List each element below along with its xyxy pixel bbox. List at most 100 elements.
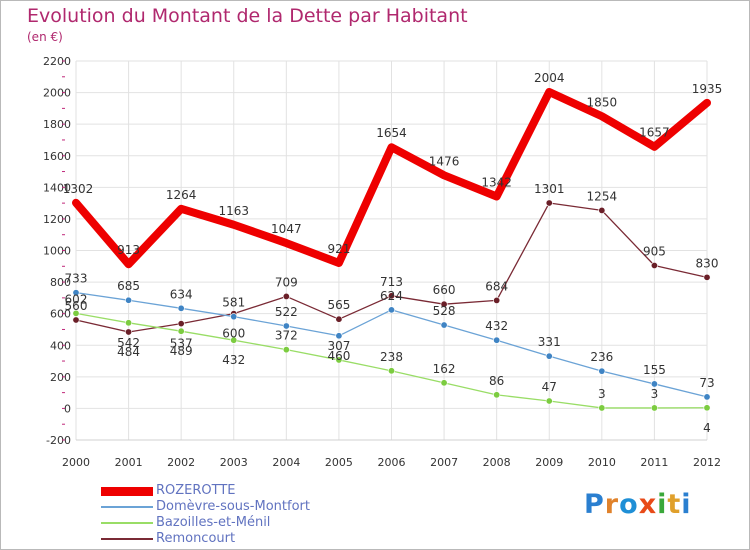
x-tick-label: 2004 xyxy=(272,456,300,469)
series-point xyxy=(650,380,658,388)
logo-letter: t xyxy=(667,489,682,520)
logo-letter: i xyxy=(681,489,692,520)
data-label: 3 xyxy=(651,387,659,401)
data-label: 660 xyxy=(433,283,456,297)
series-point xyxy=(282,346,290,354)
data-label: 236 xyxy=(590,350,613,364)
data-label: 602 xyxy=(65,292,88,306)
data-label: 600 xyxy=(222,327,245,341)
legend-swatch xyxy=(101,486,153,496)
data-label: 47 xyxy=(542,380,557,394)
data-label: 73 xyxy=(699,376,714,390)
data-label: 565 xyxy=(327,298,350,312)
legend-item: Bazoilles-et-Ménil xyxy=(101,515,401,531)
y-tick-label: 600 xyxy=(50,308,71,321)
data-label: 522 xyxy=(275,305,298,319)
line-chart: -200 0 200 400 600 800 1000 1200 1400 1600 1800 200… xyxy=(43,55,723,469)
logo-letter: x xyxy=(638,489,658,520)
chart-legend: ROZEROTTE Domèvre-sous-Montfort Bazoilles-… xyxy=(101,483,401,547)
series-point xyxy=(545,352,553,360)
y-tick-label: 400 xyxy=(50,339,71,352)
data-label: 1301 xyxy=(534,182,565,196)
data-label: 560 xyxy=(65,299,88,313)
legend-item: Remoncourt xyxy=(101,531,401,547)
data-label: 1047 xyxy=(271,222,302,236)
x-tick-label: 2000 xyxy=(62,456,90,469)
data-label: 460 xyxy=(327,349,350,363)
data-label: 2004 xyxy=(534,71,565,85)
x-tick-label: 2006 xyxy=(378,456,406,469)
series-point xyxy=(650,262,658,270)
y-tick-label: 1800 xyxy=(43,118,71,131)
chart-title: Evolution du Montant de la Dette par Hab… xyxy=(27,5,468,27)
data-label: 542 xyxy=(117,336,140,350)
series-point xyxy=(493,296,501,304)
data-label: 1254 xyxy=(587,189,618,203)
data-label: 3 xyxy=(598,387,606,401)
y-tick-label: 0 xyxy=(64,402,71,415)
series-point xyxy=(125,319,133,327)
series-point xyxy=(335,315,343,323)
series-point xyxy=(598,404,606,412)
data-label: 1476 xyxy=(429,154,460,168)
x-tick-label: 2009 xyxy=(535,456,563,469)
data-label: 1342 xyxy=(481,175,512,189)
data-label: 528 xyxy=(433,304,456,318)
series-point xyxy=(177,327,185,335)
data-label: 86 xyxy=(489,374,504,388)
x-tick-label: 2011 xyxy=(640,456,668,469)
chart-subtitle: (en €) xyxy=(27,30,63,44)
x-tick-label: 2003 xyxy=(220,456,248,469)
y-tick-label: 800 xyxy=(50,276,71,289)
series-point xyxy=(335,332,343,340)
data-label: 713 xyxy=(380,275,403,289)
series-point xyxy=(650,404,658,412)
series-point xyxy=(125,296,133,304)
legend-swatch xyxy=(101,538,153,540)
series-point xyxy=(387,292,395,300)
data-label: 1657 xyxy=(639,126,670,140)
series-point xyxy=(598,206,606,214)
x-tick-label: 2007 xyxy=(430,456,458,469)
series-point xyxy=(387,306,395,314)
series-point xyxy=(72,309,80,317)
legend-item: ROZEROTTE xyxy=(101,483,401,499)
series-point xyxy=(387,367,395,375)
proxiti-logo: Proxiti xyxy=(584,489,692,520)
series-point xyxy=(72,316,80,324)
x-tick-label: 2010 xyxy=(588,456,616,469)
y-tick-label: 2000 xyxy=(43,87,71,100)
legend-label: ROZEROTTE xyxy=(156,483,236,498)
series-point xyxy=(493,391,501,399)
logo-letter: i xyxy=(657,489,668,520)
series-point xyxy=(545,199,553,207)
y-tick-label: 2200 xyxy=(43,55,71,68)
data-label: 484 xyxy=(117,345,140,359)
y-tick-label: 1000 xyxy=(43,245,71,258)
y-tick-label: 1600 xyxy=(43,150,71,163)
data-label: 432 xyxy=(222,353,245,367)
series-line-1 xyxy=(72,87,711,269)
data-label: 537 xyxy=(170,337,193,351)
series-point xyxy=(440,300,448,308)
series-point xyxy=(493,336,501,344)
legend-swatch xyxy=(101,522,153,524)
data-label: 1935 xyxy=(692,82,723,96)
logo-letter: P xyxy=(584,489,605,520)
series-point xyxy=(282,322,290,330)
y-tick-label: 1200 xyxy=(43,213,71,226)
series-point xyxy=(703,404,711,412)
data-label: 830 xyxy=(696,256,719,270)
data-label: 913 xyxy=(117,243,140,257)
data-label: 921 xyxy=(327,242,350,256)
data-label: 489 xyxy=(170,344,193,358)
data-label: 1264 xyxy=(166,188,197,202)
data-label: 331 xyxy=(538,335,561,349)
series-point xyxy=(282,292,290,300)
x-tick-label: 2002 xyxy=(167,456,195,469)
data-label: 685 xyxy=(117,279,140,293)
series-point xyxy=(72,289,80,297)
legend-item: Domèvre-sous-Montfort xyxy=(101,499,401,515)
y-tick-label: 1400 xyxy=(43,181,71,194)
series-point xyxy=(177,304,185,312)
